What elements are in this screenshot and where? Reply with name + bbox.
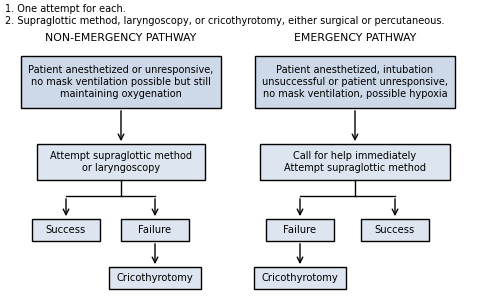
Text: Failure: Failure (283, 225, 316, 235)
Bar (37, 144, 205, 180)
Text: Call for help immediately
Attempt supraglottic method: Call for help immediately Attempt suprag… (284, 151, 425, 173)
Text: Attempt supraglottic method
or laryngoscopy: Attempt supraglottic method or laryngosc… (50, 151, 192, 173)
Bar (32, 219, 100, 241)
Text: NON-EMERGENCY PATHWAY: NON-EMERGENCY PATHWAY (45, 33, 196, 43)
Text: Cricothyrotomy: Cricothyrotomy (261, 273, 338, 283)
Text: Success: Success (46, 225, 86, 235)
Text: 2. Supraglottic method, laryngoscopy, or cricothyrotomy, either surgical or perc: 2. Supraglottic method, laryngoscopy, or… (5, 16, 443, 26)
Text: EMERGENCY PATHWAY: EMERGENCY PATHWAY (293, 33, 415, 43)
Text: 1. One attempt for each.: 1. One attempt for each. (5, 4, 125, 14)
Text: Success: Success (374, 225, 414, 235)
Bar (255, 56, 454, 108)
Bar (265, 219, 333, 241)
Bar (360, 219, 428, 241)
Text: Failure: Failure (138, 225, 171, 235)
Text: Patient anesthetized, intubation
unsuccessful or patient unresponsive,
no mask v: Patient anesthetized, intubation unsucce… (261, 65, 447, 99)
Bar (121, 219, 189, 241)
Bar (259, 144, 449, 180)
Text: Cricothyrotomy: Cricothyrotomy (116, 273, 193, 283)
Bar (21, 56, 221, 108)
Text: Patient anesthetized or unresponsive,
no mask ventilation possible but still
mai: Patient anesthetized or unresponsive, no… (28, 65, 213, 99)
Bar (254, 267, 345, 289)
Bar (109, 267, 200, 289)
